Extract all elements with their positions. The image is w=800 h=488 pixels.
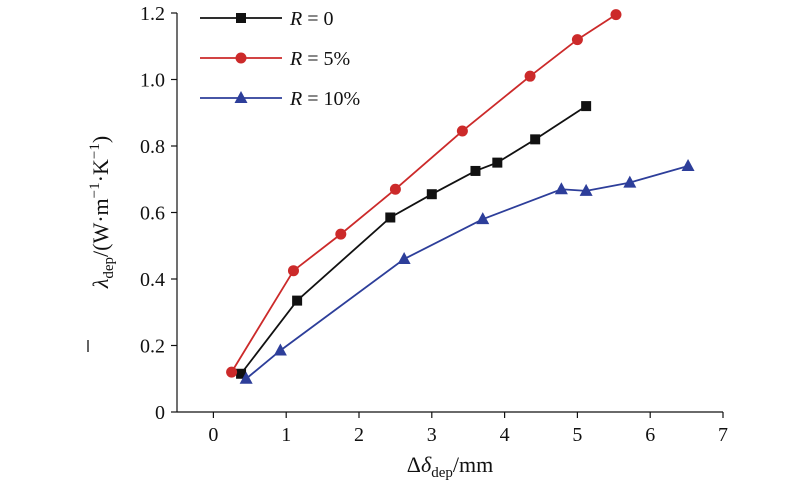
axis-ticks: 0 1 2 3 4 5 6 7 0 0.2 0.4 0.6 0.8 1.0 1.2 xyxy=(140,3,728,446)
data-point xyxy=(335,228,347,240)
data-point xyxy=(681,158,695,171)
x-axis-label: Δδdep/mm xyxy=(407,452,493,481)
data-point xyxy=(581,101,592,112)
y-label-unit-b: ·K xyxy=(88,159,113,182)
legend-item: R = 0 xyxy=(200,8,334,30)
data-point xyxy=(239,371,253,384)
data-point xyxy=(530,134,541,145)
series-layer xyxy=(226,9,695,384)
legend: R = 0 R = 5% R = 10% xyxy=(200,8,360,110)
data-point xyxy=(579,183,593,196)
y-tick-label: 1.0 xyxy=(140,70,165,92)
data-point xyxy=(571,34,583,46)
y-label-exp-1: −1 xyxy=(87,182,103,198)
data-point xyxy=(524,70,536,82)
y-axis-label: λdep/(W·m−1·K−1) xyxy=(87,136,117,289)
legend-marker xyxy=(234,91,248,103)
data-point xyxy=(426,189,437,200)
y-tick-label: 0.8 xyxy=(140,136,165,158)
data-point xyxy=(226,366,238,378)
legend-item: R = 10% xyxy=(200,88,360,110)
data-point xyxy=(554,182,568,195)
x-tick-label: 0 xyxy=(208,424,218,446)
x-tick-label: 4 xyxy=(500,424,510,446)
legend-label: R = 10% xyxy=(289,88,360,110)
series-line xyxy=(245,165,689,380)
data-point xyxy=(385,212,396,223)
series-line xyxy=(240,105,587,375)
x-tick-label: 1 xyxy=(281,424,291,446)
x-label-subscript: dep xyxy=(431,465,453,481)
data-point xyxy=(492,157,503,168)
data-point xyxy=(456,125,468,137)
legend-label: R = 5% xyxy=(289,48,350,70)
data-point xyxy=(470,165,481,176)
x-label-delta: Δ xyxy=(407,452,421,477)
x-label-unit: /mm xyxy=(453,452,493,477)
y-label-subscript: dep xyxy=(101,257,117,279)
series-2 xyxy=(239,158,695,384)
data-point xyxy=(273,343,287,356)
x-label-symbol: δ xyxy=(421,452,432,477)
data-point xyxy=(623,175,637,188)
legend-marker xyxy=(235,52,247,64)
y-label-unit-a: /(W·m xyxy=(88,198,113,257)
y-tick-label: 0.6 xyxy=(140,203,165,225)
series-line xyxy=(230,13,617,373)
data-point xyxy=(287,265,299,277)
y-tick-label: 0.2 xyxy=(140,336,165,358)
data-point xyxy=(397,252,411,265)
data-point xyxy=(292,295,303,306)
x-tick-label: 2 xyxy=(354,424,364,446)
y-tick-label: 1.2 xyxy=(140,3,165,25)
legend-item: R = 5% xyxy=(200,48,350,70)
x-tick-label: 7 xyxy=(718,424,728,446)
y-axis-label-group: λdep/(W·m−1·K−1) xyxy=(87,136,117,352)
y-tick-label: 0.4 xyxy=(140,269,165,291)
y-tick-label: 0 xyxy=(155,402,165,424)
y-label-symbol: λ xyxy=(88,279,113,290)
data-point xyxy=(610,9,622,21)
x-tick-label: 3 xyxy=(427,424,437,446)
y-label-unit-c: ) xyxy=(88,136,113,143)
legend-label: R = 0 xyxy=(289,8,334,30)
data-point xyxy=(389,183,401,195)
data-point xyxy=(476,212,490,225)
legend-marker xyxy=(236,13,246,23)
data-point xyxy=(236,368,247,379)
x-tick-label: 6 xyxy=(645,424,655,446)
series-1 xyxy=(226,9,622,378)
y-label-exp-2: −1 xyxy=(87,143,103,159)
series-0 xyxy=(236,101,592,379)
x-tick-label: 5 xyxy=(572,424,582,446)
